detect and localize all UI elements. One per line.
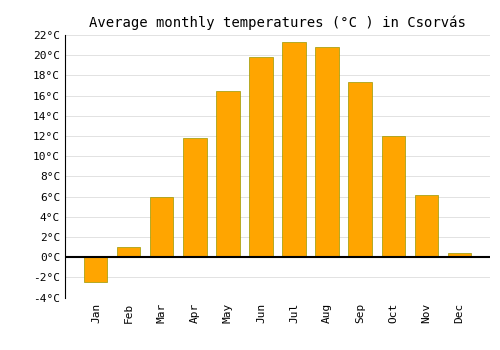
Bar <box>250 57 272 257</box>
Bar <box>184 138 206 257</box>
Bar <box>216 91 240 257</box>
Bar <box>118 247 141 257</box>
Bar <box>448 253 470 257</box>
Bar <box>382 136 404 257</box>
Title: Average monthly temperatures (°C ) in Csorvás: Average monthly temperatures (°C ) in Cs… <box>89 15 466 30</box>
Bar <box>348 83 372 257</box>
Bar <box>282 42 306 257</box>
Bar <box>84 257 108 282</box>
Bar <box>414 195 438 257</box>
Bar <box>150 197 174 257</box>
Bar <box>316 47 338 257</box>
